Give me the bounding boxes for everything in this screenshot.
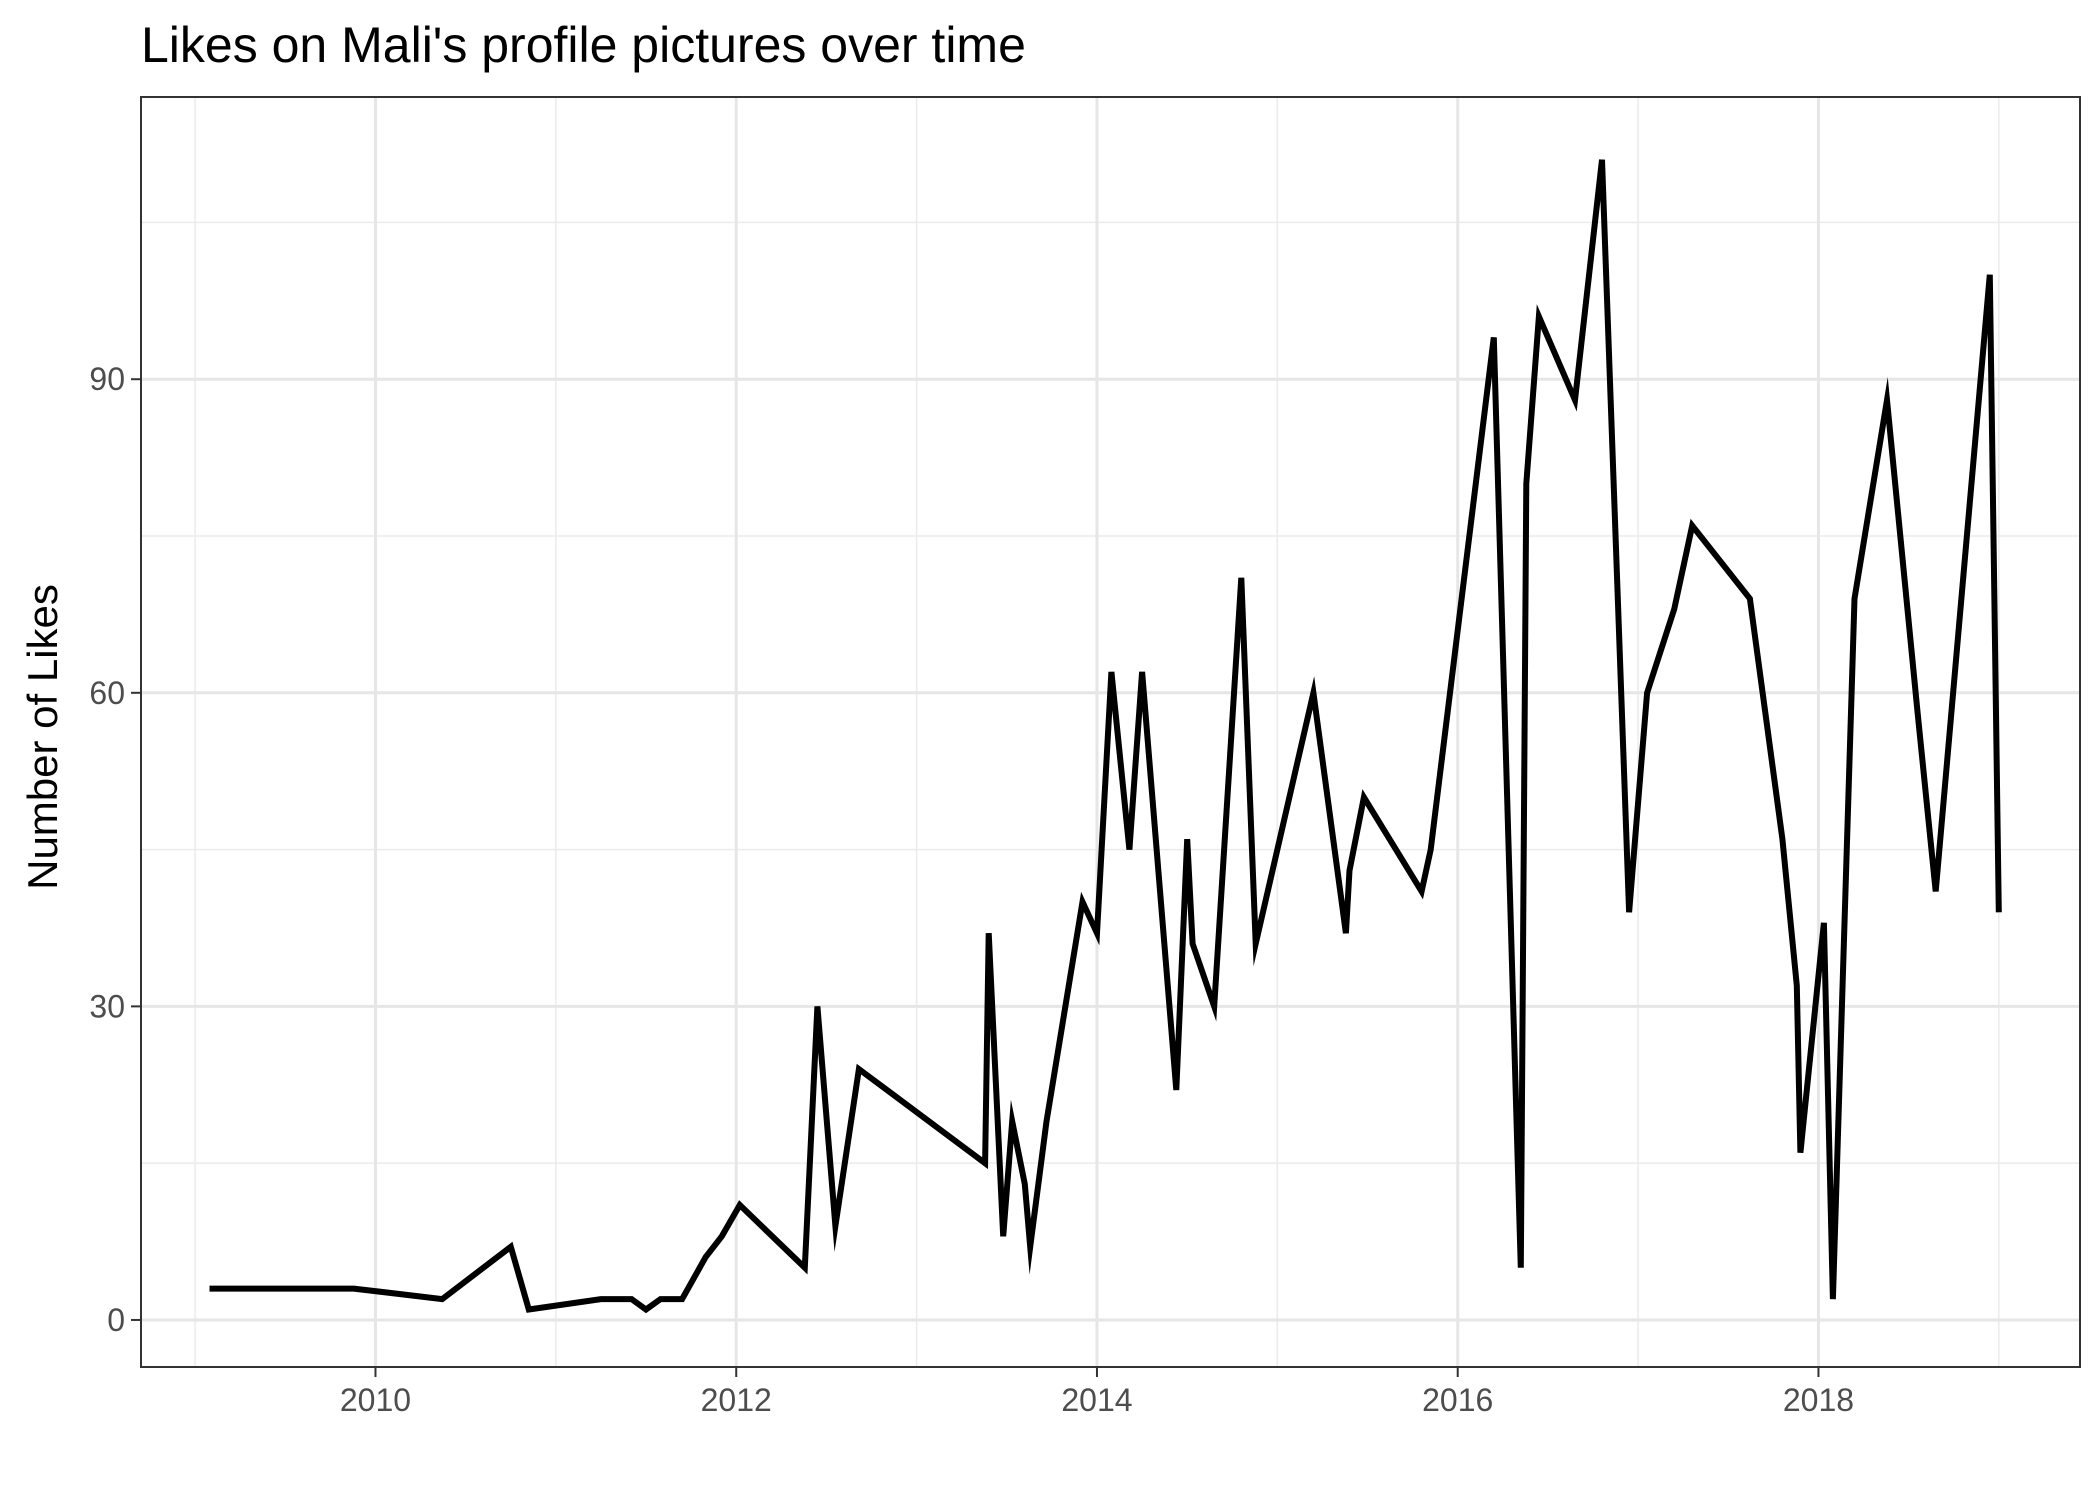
series-line bbox=[209, 159, 2002, 1314]
y-axis: 0 30 60 90 bbox=[89, 361, 141, 1338]
x-tick-label: 2018 bbox=[1783, 1382, 1854, 1418]
y-tick-label: 90 bbox=[89, 361, 125, 397]
y-axis-label: Number of Likes bbox=[19, 584, 66, 890]
data-series bbox=[209, 159, 2002, 1314]
y-tick-label: 0 bbox=[107, 1302, 125, 1338]
x-tick-label: 2014 bbox=[1061, 1382, 1132, 1418]
chart-title: Likes on Mali's profile pictures over ti… bbox=[141, 17, 1026, 73]
x-axis: 2010 2012 2014 2016 2018 bbox=[340, 1367, 1854, 1418]
x-tick-label: 2016 bbox=[1422, 1382, 1493, 1418]
plot-panel-border bbox=[140, 96, 2081, 1368]
x-tick-label: 2010 bbox=[340, 1382, 411, 1418]
y-tick-label: 60 bbox=[89, 675, 125, 711]
x-tick-label: 2012 bbox=[701, 1382, 772, 1418]
y-tick-label: 30 bbox=[89, 988, 125, 1024]
